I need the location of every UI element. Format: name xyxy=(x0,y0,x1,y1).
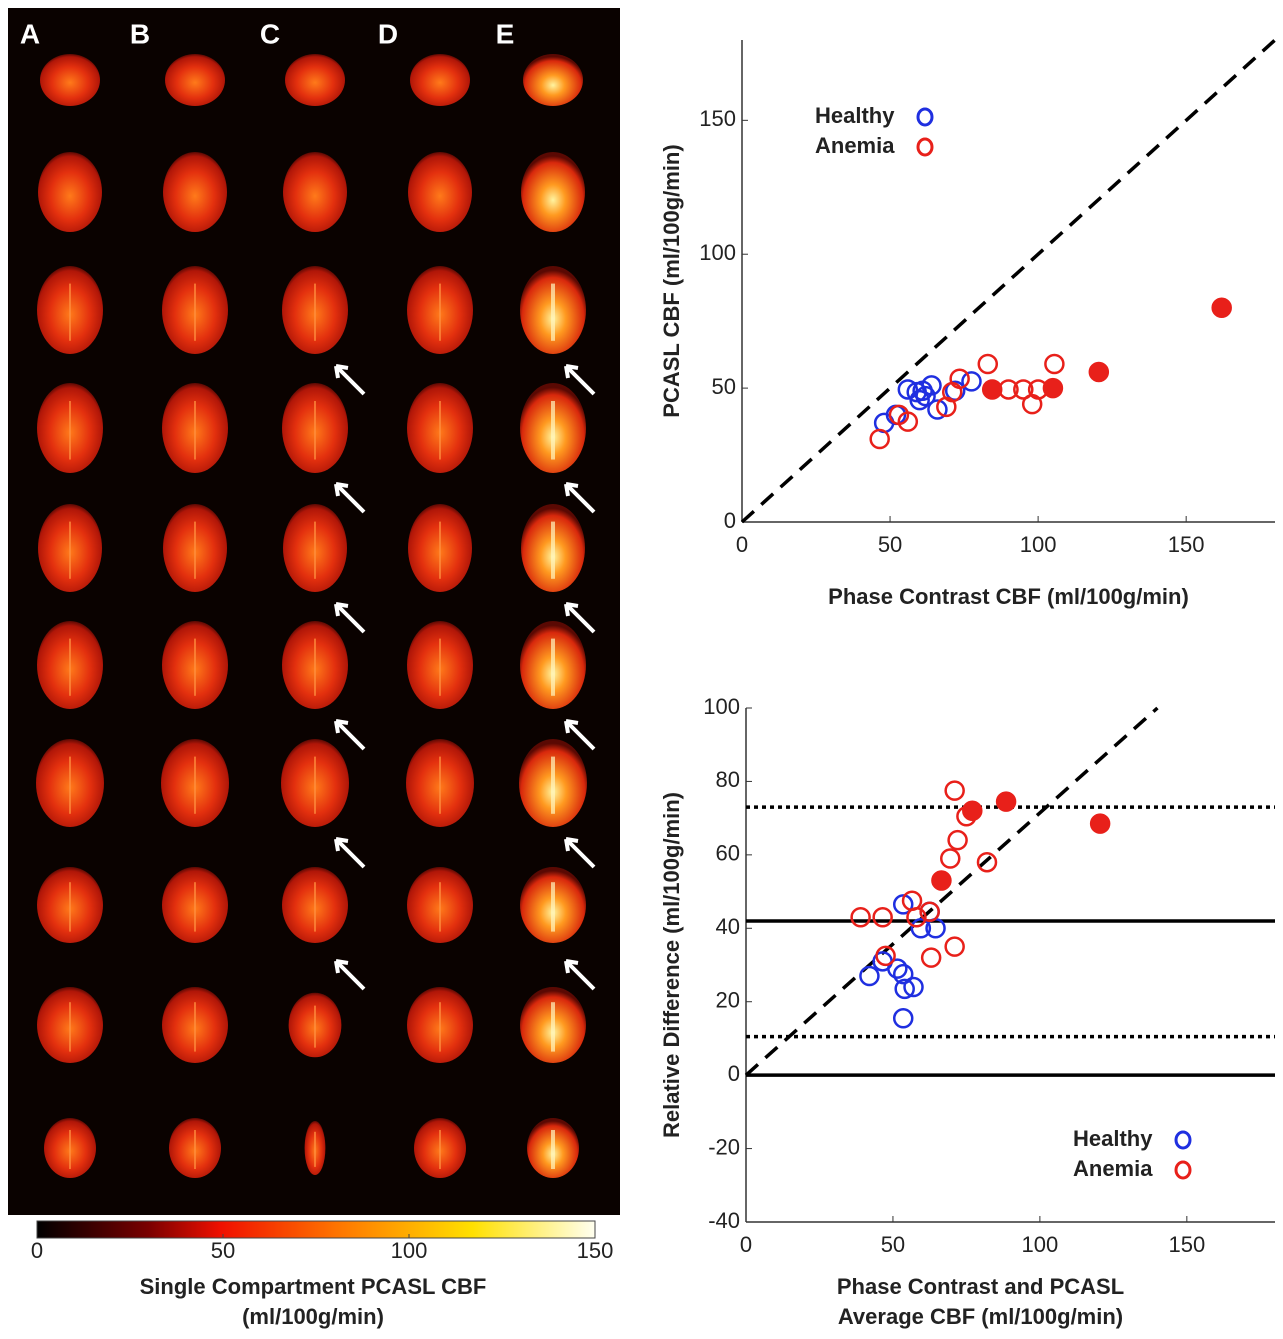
colorbar xyxy=(37,1221,595,1238)
x-tick-label: 50 xyxy=(881,1232,905,1257)
x-tick-label: 150 xyxy=(1168,532,1205,557)
x-axis-title: Phase Contrast and PCASL xyxy=(837,1274,1124,1299)
data-point xyxy=(946,782,964,800)
x-tick-label: 100 xyxy=(1020,532,1057,557)
y-tick-label: 0 xyxy=(728,1061,740,1086)
panel-label: E xyxy=(496,18,515,49)
y-axis-title: Relative Difference (ml/100g/min) xyxy=(659,792,684,1138)
y-axis-title: PCASL CBF (ml/100g/min) xyxy=(659,144,684,417)
legend-marker xyxy=(918,109,932,125)
data-point xyxy=(874,908,892,926)
colorbar-label: Single Compartment PCASL CBF xyxy=(140,1274,487,1299)
data-point xyxy=(1091,815,1109,833)
x-axis-title: Phase Contrast CBF (ml/100g/min) xyxy=(828,584,1189,609)
data-point xyxy=(922,949,940,967)
data-point xyxy=(949,831,967,849)
legend-marker xyxy=(1176,1132,1190,1148)
x-tick-label: 0 xyxy=(736,532,748,557)
data-point xyxy=(1045,355,1063,373)
legend-marker xyxy=(1176,1162,1190,1178)
data-point xyxy=(894,1009,912,1027)
y-tick-label: 0 xyxy=(724,508,736,533)
y-tick-label: 60 xyxy=(716,841,740,866)
x-tick-label: 0 xyxy=(740,1232,752,1257)
data-point xyxy=(852,908,870,926)
legend-marker xyxy=(918,139,932,155)
data-point xyxy=(946,938,964,956)
data-point xyxy=(941,850,959,868)
colorbar-tick-label: 150 xyxy=(577,1238,614,1263)
x-tick-label: 50 xyxy=(878,532,902,557)
colorbar-tick-label: 100 xyxy=(391,1238,428,1263)
data-point xyxy=(1044,379,1062,397)
legend-label: Anemia xyxy=(815,133,895,158)
data-point xyxy=(983,380,1001,398)
page: {"image_panel": {"column_labels": ["A", … xyxy=(0,0,1283,1339)
brain-slice xyxy=(408,152,472,232)
data-point xyxy=(962,372,980,390)
colorbar-tick-label: 0 xyxy=(31,1238,43,1263)
brain-slice xyxy=(40,54,100,106)
data-point xyxy=(997,793,1015,811)
data-point xyxy=(979,355,997,373)
data-point xyxy=(963,802,981,820)
y-tick-label: 80 xyxy=(716,767,740,792)
brain-slice xyxy=(283,152,347,232)
legend-label: Anemia xyxy=(1073,1156,1153,1181)
panel-label: D xyxy=(378,18,398,49)
y-tick-label: 100 xyxy=(699,240,736,265)
x-tick-label: 100 xyxy=(1022,1232,1059,1257)
y-tick-label: 50 xyxy=(712,374,736,399)
panel-label: B xyxy=(130,18,150,49)
brain-slice xyxy=(523,54,583,106)
brain-slice xyxy=(285,54,345,106)
brain-slice xyxy=(165,54,225,106)
data-point xyxy=(1090,363,1108,381)
data-point xyxy=(860,967,878,985)
brain-slice xyxy=(38,152,102,232)
brain-slice xyxy=(410,54,470,106)
y-tick-label: 150 xyxy=(699,106,736,131)
x-axis-title: Average CBF (ml/100g/min) xyxy=(838,1304,1123,1329)
colorbar-tick-label: 50 xyxy=(211,1238,235,1263)
y-tick-label: -40 xyxy=(708,1208,740,1233)
legend-label: Healthy xyxy=(815,103,895,128)
colorbar-label: (ml/100g/min) xyxy=(242,1304,384,1329)
y-tick-label: 100 xyxy=(703,694,740,719)
data-point xyxy=(932,872,950,890)
legend-label: Healthy xyxy=(1073,1126,1153,1151)
panel-label: C xyxy=(260,18,280,49)
y-tick-label: 20 xyxy=(716,988,740,1013)
data-point xyxy=(871,430,889,448)
data-point xyxy=(1213,299,1231,317)
y-tick-label: 40 xyxy=(716,914,740,939)
reference-line xyxy=(746,708,1157,1075)
y-tick-label: -20 xyxy=(708,1134,740,1159)
panel-label: A xyxy=(20,18,40,49)
brain-slice xyxy=(163,152,227,232)
brain-slice xyxy=(521,152,585,232)
x-tick-label: 150 xyxy=(1168,1232,1205,1257)
figure: A B C D E 0 50 100 150 Single Compartment PCASL C… xyxy=(0,0,1283,1334)
